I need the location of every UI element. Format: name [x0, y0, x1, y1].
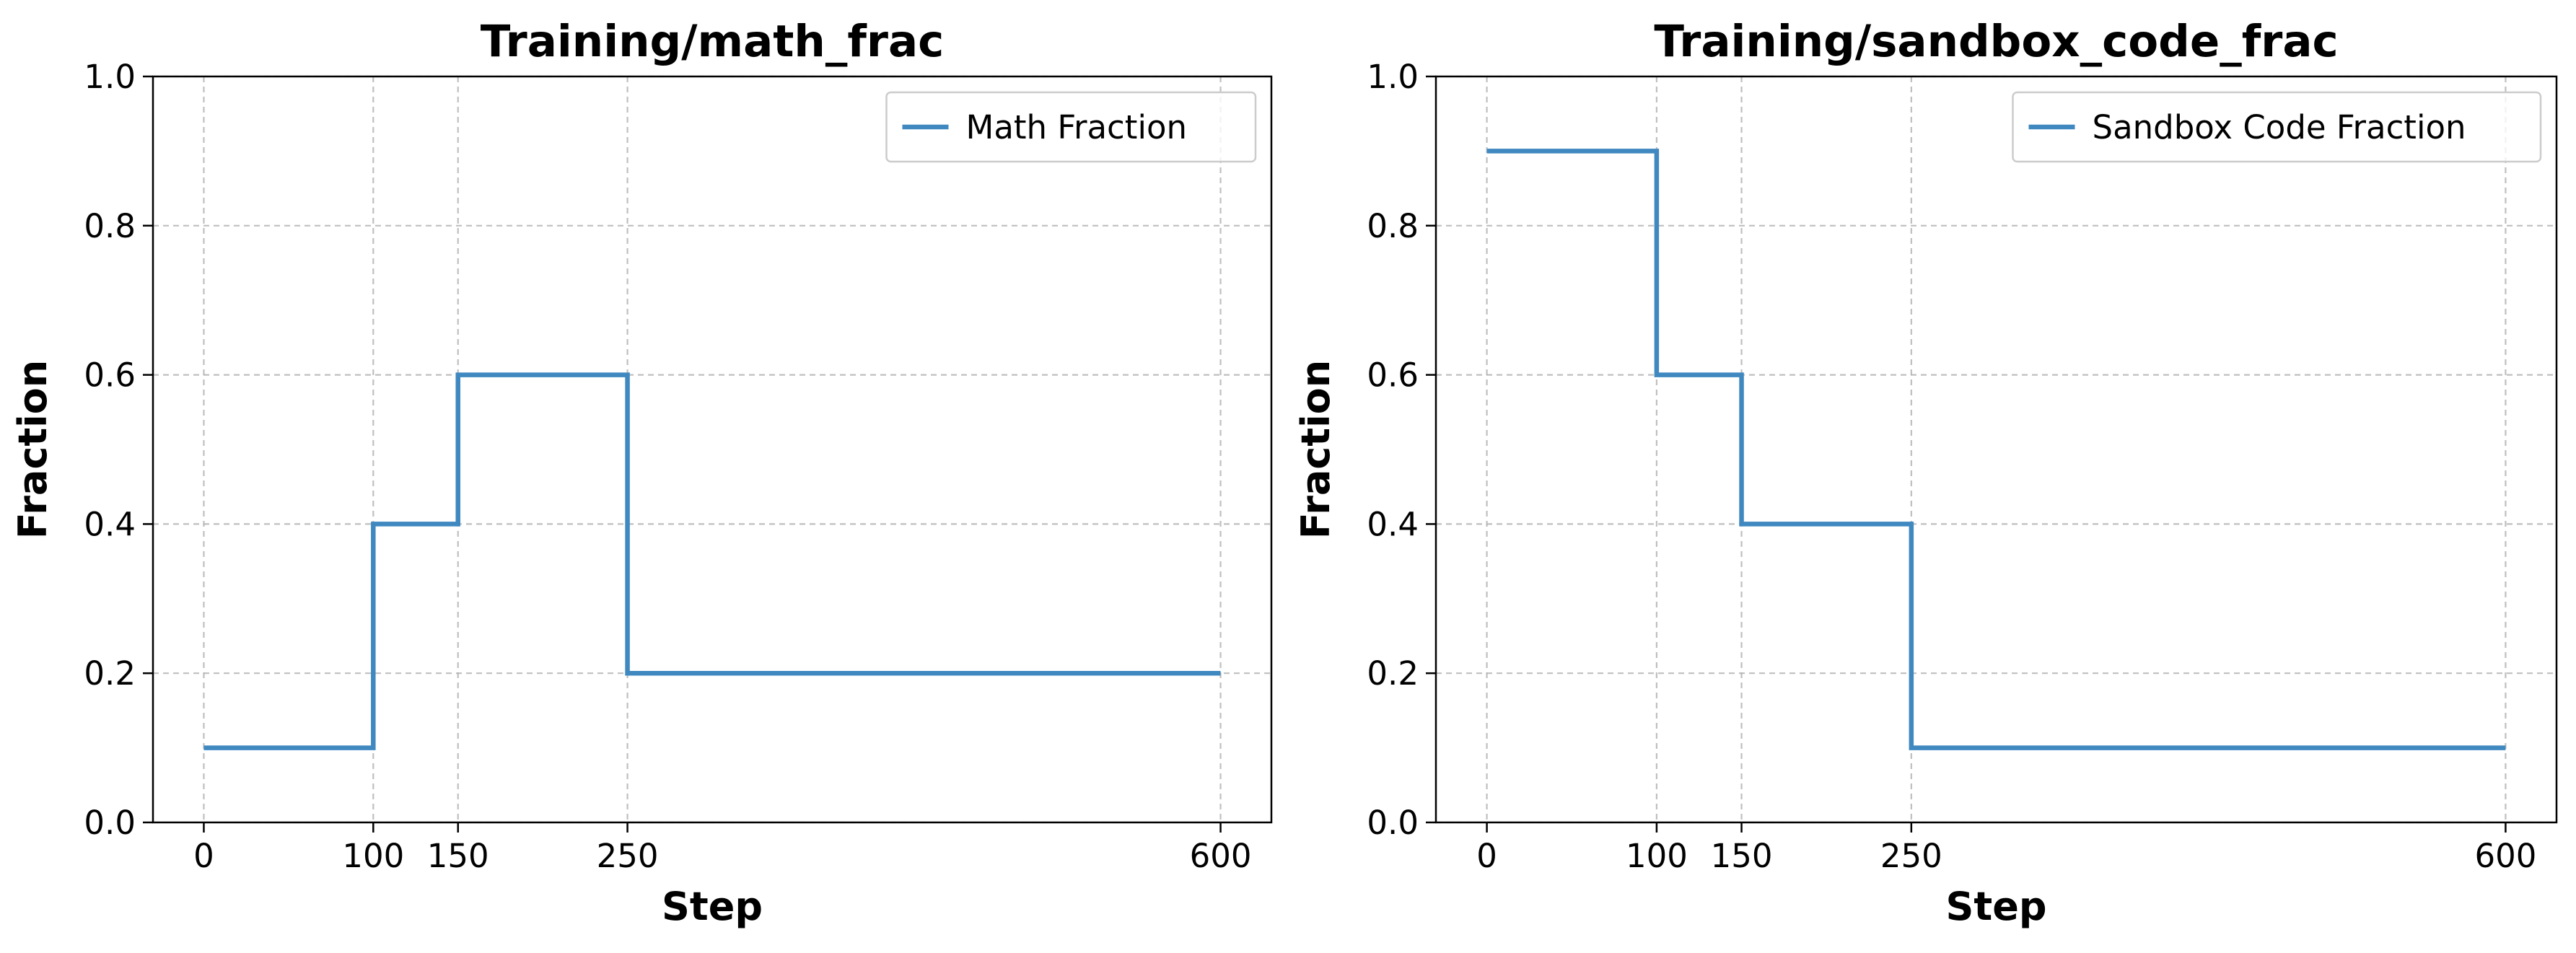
x-tick-label: 0 — [193, 837, 214, 875]
x-tick-label: 250 — [1880, 837, 1942, 875]
plot-frame — [152, 75, 1273, 824]
legend: Math Fraction — [885, 91, 1257, 163]
y-tick-label: 0.6 — [1367, 356, 1419, 395]
plot-frame — [1434, 75, 2558, 824]
y-tick-label: 0.4 — [84, 505, 136, 543]
x-tick-label: 150 — [427, 837, 489, 875]
x-axis-label: Step — [662, 884, 763, 929]
y-tick-label: 0.8 — [84, 207, 136, 245]
legend-label: Math Fraction — [966, 108, 1188, 146]
y-tick-label: 0.0 — [84, 804, 136, 842]
legend: Sandbox Code Fraction — [2012, 91, 2542, 163]
y-axis-label: Fraction — [1293, 360, 1339, 539]
chart-title: Training/sandbox_code_frac — [1654, 16, 2338, 67]
legend-box — [2012, 91, 2542, 163]
series-line-1 — [203, 372, 1221, 750]
x-tick-label: 250 — [597, 837, 659, 875]
x-tick-label: 150 — [1711, 837, 1773, 875]
y-tick-label: 0.2 — [1367, 654, 1419, 693]
x-tick-label: 0 — [1476, 837, 1497, 875]
y-tick-label: 0.0 — [1367, 804, 1419, 842]
y-tick-label: 0.4 — [1367, 505, 1419, 543]
chart-1: 0 100 150 250 600 0.0 0.2 0.4 0.6 0.8 1.0 Training/… — [10, 16, 1273, 929]
y-tick-label: 0.8 — [1367, 207, 1419, 245]
y-tick-label: 0.6 — [84, 356, 136, 395]
y-tick-label: 0.2 — [84, 654, 136, 693]
x-tick-label: 600 — [2474, 837, 2536, 875]
legend-box — [885, 91, 1257, 163]
y-axis-label: Fraction — [10, 360, 56, 539]
chart-title: Training/math_frac — [481, 16, 945, 67]
y-tick-label: 1.0 — [84, 58, 136, 96]
series-line-1 — [1486, 149, 2506, 750]
legend-label: Sandbox Code Fraction — [2093, 108, 2466, 146]
x-tick-label: 100 — [342, 837, 404, 875]
x-tick-label: 600 — [1190, 837, 1252, 875]
x-tick-label: 100 — [1626, 837, 1688, 875]
x-axis-label: Step — [1946, 884, 2047, 929]
y-tick-label: 1.0 — [1367, 58, 1419, 96]
chart-2: 0 100 150 250 600 0.0 0.2 0.4 0.6 0.8 1.0 Training/… — [1293, 16, 2558, 929]
